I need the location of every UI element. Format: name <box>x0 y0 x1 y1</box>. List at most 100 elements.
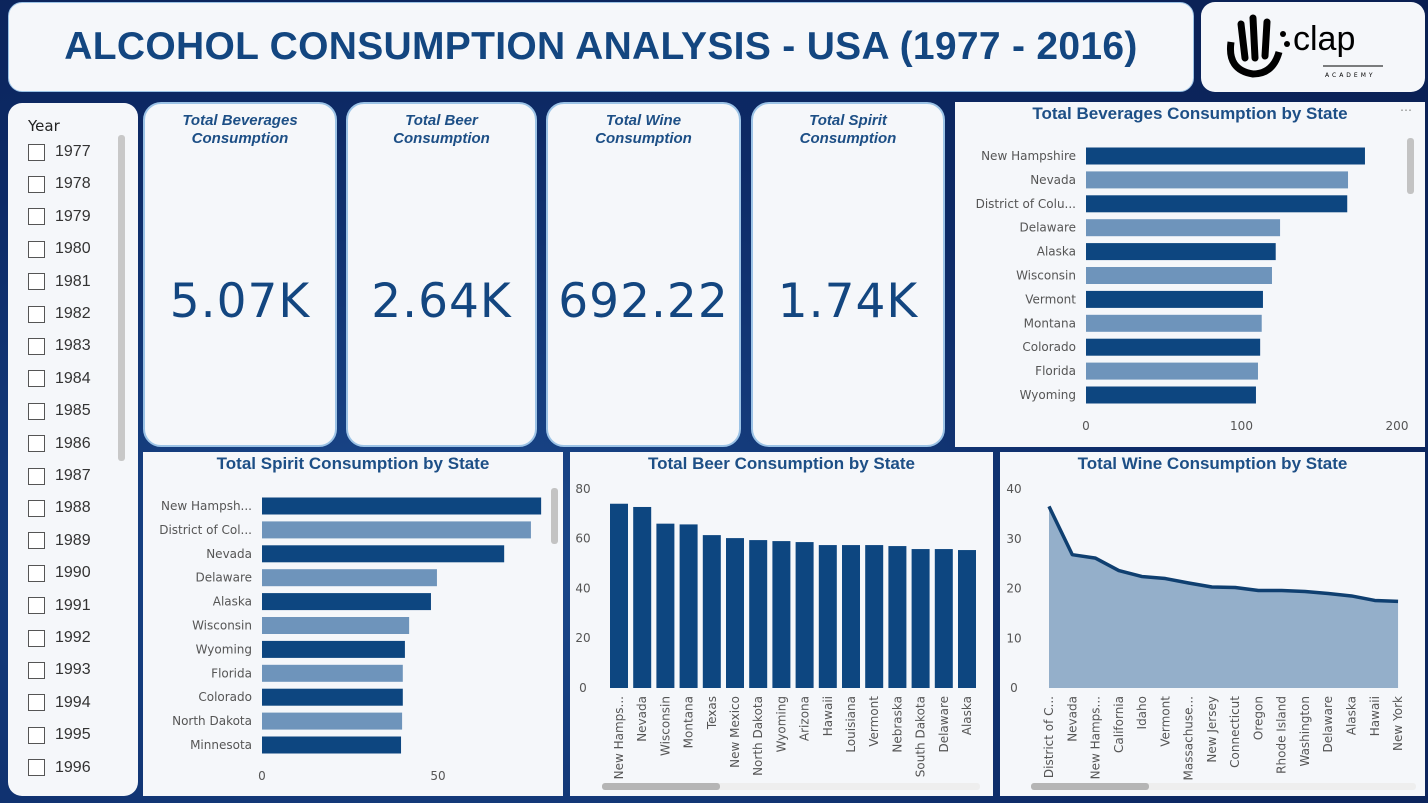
tick-label: 10 <box>1006 631 1021 645</box>
bar <box>262 545 505 563</box>
category-label: Oregon <box>1251 696 1265 740</box>
year-option[interactable]: 1987 <box>28 467 91 485</box>
year-label: 1983 <box>55 337 91 355</box>
kpi-title: Total Wine Consumption <box>595 112 692 147</box>
checkbox[interactable] <box>28 305 45 323</box>
bar <box>656 523 675 688</box>
title-banner: ALCOHOL CONSUMPTION ANALYSIS - USA (1977… <box>8 2 1194 92</box>
category-label: Delaware <box>937 696 951 753</box>
checkbox[interactable] <box>28 240 45 258</box>
category-label: Hawaii <box>821 696 835 736</box>
bar <box>262 593 431 611</box>
tick-label: 0 <box>1010 681 1018 695</box>
year-option[interactable]: 1988 <box>28 499 91 517</box>
year-option[interactable]: 1978 <box>28 175 91 193</box>
category-label: Vermont <box>1158 696 1172 747</box>
bar <box>1086 219 1281 237</box>
year-option[interactable]: 1983 <box>28 337 91 355</box>
slicer-scrollbar[interactable] <box>118 135 125 461</box>
checkbox[interactable] <box>28 499 45 517</box>
page-title: ALCOHOL CONSUMPTION ANALYSIS - USA (1977… <box>64 25 1138 68</box>
category-label: District of C... <box>1042 696 1056 778</box>
horizontal-scrollbar[interactable] <box>1031 783 1149 790</box>
year-option[interactable]: 1986 <box>28 435 91 453</box>
spirit-by-state-chart: Total Spirit Consumption by State New Ha… <box>143 452 563 796</box>
category-label: Nebraska <box>890 696 904 753</box>
checkbox[interactable] <box>28 532 45 550</box>
checkbox[interactable] <box>28 629 45 647</box>
chart-title: Total Beverages Consumption by State <box>1032 104 1348 123</box>
horizontal-scrollbar[interactable] <box>602 783 720 790</box>
scrollbar[interactable] <box>551 488 558 544</box>
tick-label: 20 <box>1006 582 1021 596</box>
year-option[interactable]: 1993 <box>28 661 91 679</box>
checkbox[interactable] <box>28 273 45 291</box>
category-label: Montana <box>1024 316 1076 330</box>
category-label: Texas <box>705 696 719 730</box>
year-option[interactable]: 1996 <box>28 759 91 777</box>
tick-label: 50 <box>430 769 445 783</box>
bar <box>1086 362 1258 380</box>
checkbox[interactable] <box>28 467 45 485</box>
checkbox[interactable] <box>28 759 45 777</box>
tick-label: 100 <box>1230 419 1253 433</box>
category-label: New Hampsh... <box>161 499 252 513</box>
year-option[interactable]: 1992 <box>28 629 91 647</box>
wine-by-state-chart: Total Wine Consumption by State 0 10 20 30 4… <box>1000 452 1425 796</box>
checkbox[interactable] <box>28 435 45 453</box>
bar <box>262 640 405 658</box>
checkbox[interactable] <box>28 143 45 161</box>
year-option[interactable]: 1982 <box>28 305 91 323</box>
year-label: 1987 <box>55 467 91 484</box>
bar <box>262 569 437 587</box>
beverages-bar-chart: New Hampshire Nevada District of Colu... De… <box>976 138 1414 433</box>
year-option[interactable]: 1977 <box>28 143 91 161</box>
checkbox[interactable] <box>28 208 45 226</box>
year-option[interactable]: 1991 <box>28 597 91 615</box>
more-options-icon[interactable]: ⋯ <box>1400 103 1412 117</box>
checkbox[interactable] <box>28 564 45 582</box>
tick-label: 0 <box>1082 419 1090 433</box>
year-label: 1991 <box>55 596 91 614</box>
year-option[interactable]: 1995 <box>28 726 91 744</box>
checkbox[interactable] <box>28 175 45 193</box>
category-label: District of Col... <box>159 523 252 537</box>
year-option[interactable]: 1990 <box>28 564 91 582</box>
checkbox[interactable] <box>28 597 45 615</box>
checkbox[interactable] <box>28 694 45 712</box>
year-option[interactable]: 1984 <box>28 370 91 388</box>
bar <box>888 546 907 688</box>
bar <box>610 503 628 688</box>
year-label: 1992 <box>55 629 91 646</box>
kpi-value: 5.07K <box>169 274 311 329</box>
year-option[interactable]: 1994 <box>28 694 91 712</box>
year-option[interactable]: 1981 <box>28 273 91 291</box>
checkbox[interactable] <box>28 726 45 744</box>
year-option[interactable]: 1989 <box>28 532 91 550</box>
year-label: 1986 <box>55 434 91 452</box>
checkbox[interactable] <box>28 370 45 388</box>
year-option[interactable]: 1980 <box>28 240 91 258</box>
spirit-bar-chart: New Hampsh... District of Col... Nevada Del… <box>159 488 558 783</box>
category-label: Alaska <box>1345 696 1359 735</box>
category-label: Arizona <box>798 696 812 741</box>
bar <box>1086 386 1256 404</box>
scrollbar[interactable] <box>1407 138 1414 194</box>
kpi-value: 692.22 <box>558 274 729 329</box>
year-label: 1982 <box>55 305 91 322</box>
category-label: Montana <box>682 696 696 748</box>
category-label: Wisconsin <box>658 696 672 756</box>
checkbox[interactable] <box>28 661 45 679</box>
checkbox[interactable] <box>28 402 45 420</box>
beverages-by-state-chart: Total Beverages Consumption by State New… <box>955 102 1425 447</box>
year-option[interactable]: 1979 <box>28 208 91 226</box>
year-option[interactable]: 1985 <box>28 402 91 420</box>
category-label: Nevada <box>206 547 252 561</box>
category-label: Delaware <box>1321 696 1335 753</box>
year-label: 1989 <box>55 531 91 549</box>
kpi-title: Total Beverages Consumption <box>182 112 298 147</box>
tick-label: 40 <box>1006 482 1021 496</box>
category-label: Nevada <box>635 696 649 742</box>
checkbox[interactable] <box>28 337 45 355</box>
year-label: 1978 <box>55 175 91 193</box>
